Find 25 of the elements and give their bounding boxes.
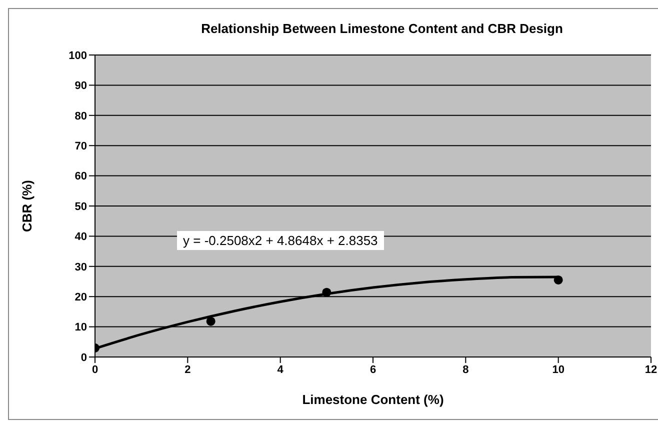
y-tick-label: 90 (74, 80, 87, 92)
y-axis-title: CBR (%) (20, 180, 35, 232)
x-tick-label: 12 (644, 364, 658, 376)
y-tick-label: 100 (68, 50, 87, 62)
chart-title: Relationship Between Limestone Content and CBR Design (200, 21, 564, 36)
x-tick-label: 10 (552, 364, 564, 376)
y-tick-label: 10 (74, 322, 87, 334)
y-tick-label: 30 (74, 261, 87, 274)
y-tick-label: 70 (74, 140, 87, 153)
point (554, 275, 563, 284)
y-tick-label: 0 (80, 352, 87, 364)
y-tick-label: 60 (74, 170, 87, 183)
y-tick-label: 20 (74, 292, 87, 304)
x-tick-label: 0 (92, 364, 98, 376)
x-tick-label: 6 (370, 364, 376, 376)
y-tick-label: 40 (74, 231, 87, 244)
y-tick-label: 80 (74, 110, 87, 122)
x-tick-label: 4 (277, 364, 284, 376)
y-tick-label: 50 (74, 200, 87, 213)
x-axis-title: Limestone Content (%) (302, 392, 444, 408)
x-tick-label: 2 (184, 364, 191, 376)
point (206, 316, 216, 326)
annotation: y = -0.2508x2 + 4.8648x + 2.8353 (177, 231, 384, 250)
point (322, 288, 332, 297)
x-tick-label: 8 (462, 364, 469, 376)
